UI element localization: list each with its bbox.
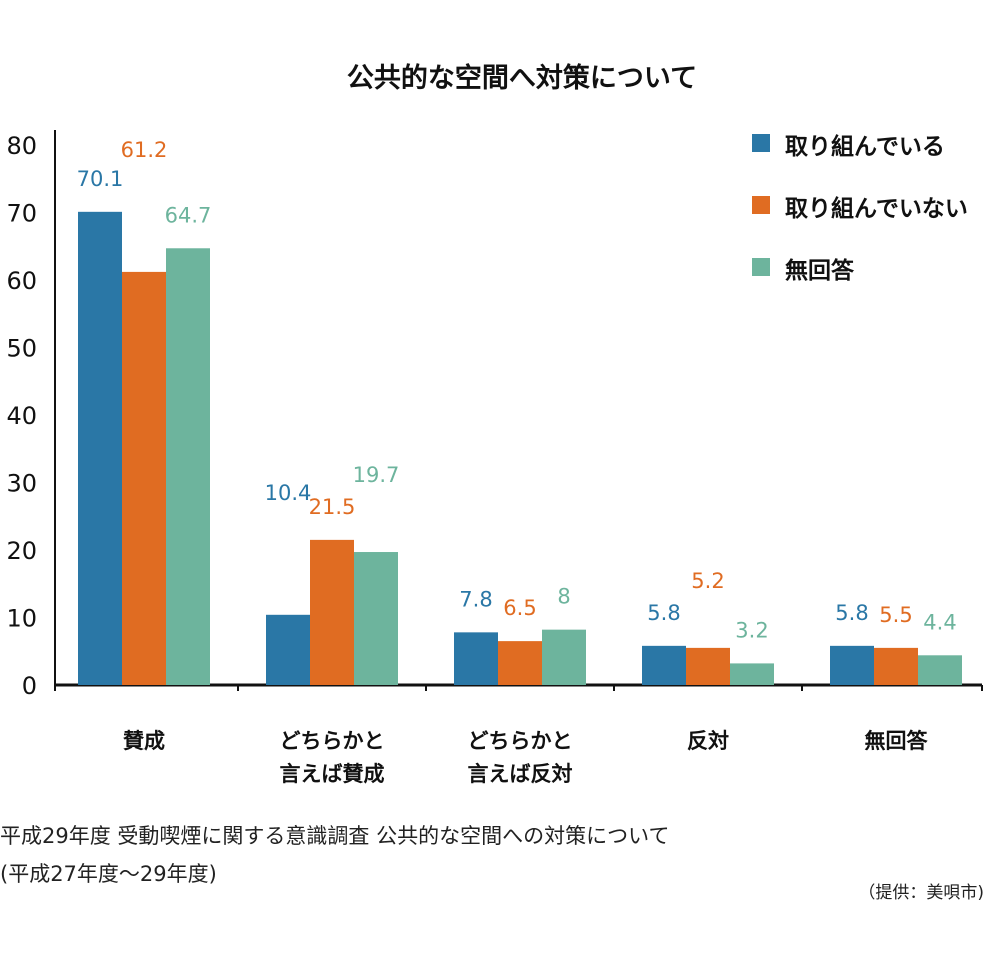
legend-swatch (752, 258, 770, 276)
category-label: 言えば賛成 (280, 762, 385, 786)
data-label: 5.8 (647, 601, 680, 625)
bar (830, 645, 874, 685)
bar (122, 271, 166, 685)
category-label: 賛成 (123, 729, 165, 753)
category-label: 反対 (687, 729, 729, 753)
bar (542, 629, 586, 685)
credit-text: （提供：美唄市) (858, 883, 984, 903)
data-label: 3.2 (735, 618, 768, 642)
data-label: 5.8 (835, 601, 868, 625)
bar (642, 645, 686, 685)
data-label: 10.4 (265, 481, 312, 505)
bar (686, 647, 730, 685)
footnote-line-1: 平成29年度 受動喫煙に関する意識調査 公共的な空間への対策について (0, 824, 670, 848)
legend-label: 取り組んでいる (785, 133, 945, 160)
data-label: 70.1 (77, 167, 124, 191)
y-tick-label: 30 (6, 470, 37, 498)
bar (498, 641, 542, 685)
data-label: 21.5 (309, 495, 356, 519)
bar (166, 248, 210, 685)
data-label: 7.8 (459, 587, 492, 611)
footnote-line-2: (平成27年度〜29年度) (0, 862, 217, 886)
legend-label: 無回答 (785, 257, 855, 284)
bar (454, 632, 498, 685)
bar (874, 647, 918, 685)
legend-swatch (752, 196, 770, 214)
data-label: 8 (557, 585, 570, 609)
bar (354, 552, 398, 685)
category-label: 言えば反対 (468, 762, 573, 786)
category-label: 無回答 (865, 729, 929, 753)
y-tick-label: 0 (22, 672, 37, 700)
bars (78, 211, 962, 685)
legend-swatch (752, 134, 770, 152)
y-tick-label: 10 (6, 605, 37, 633)
value-labels: 70.1 10.4 7.8 5.8 5.8 61.2 21.5 6.5 5.2 5.5 64.7 19… (77, 138, 957, 643)
bar (918, 655, 962, 685)
data-label: 6.5 (503, 596, 536, 620)
bar (310, 539, 354, 685)
category-label: どちらかと (468, 729, 573, 753)
x-axis (54, 683, 983, 691)
y-axis: 0 10 20 30 40 50 60 70 80 (6, 130, 56, 700)
y-tick-label: 80 (6, 132, 37, 160)
bar (730, 663, 774, 685)
category-label: どちらかと (280, 729, 385, 753)
data-label: 4.4 (923, 610, 956, 634)
data-label: 5.2 (691, 569, 724, 593)
legend-label: 取り組んでいない (785, 195, 968, 222)
y-tick-label: 40 (6, 402, 37, 430)
data-label: 5.5 (879, 603, 912, 627)
y-tick-label: 70 (6, 200, 37, 228)
bar (78, 211, 122, 685)
bar (266, 614, 310, 685)
data-label: 61.2 (121, 138, 168, 162)
data-label: 64.7 (165, 203, 212, 227)
y-tick-label: 50 (6, 335, 37, 363)
y-tick-label: 20 (6, 537, 37, 565)
chart-title: 公共的な空間へ対策について (347, 62, 697, 94)
data-label: 19.7 (353, 463, 400, 487)
y-tick-label: 60 (6, 267, 37, 295)
